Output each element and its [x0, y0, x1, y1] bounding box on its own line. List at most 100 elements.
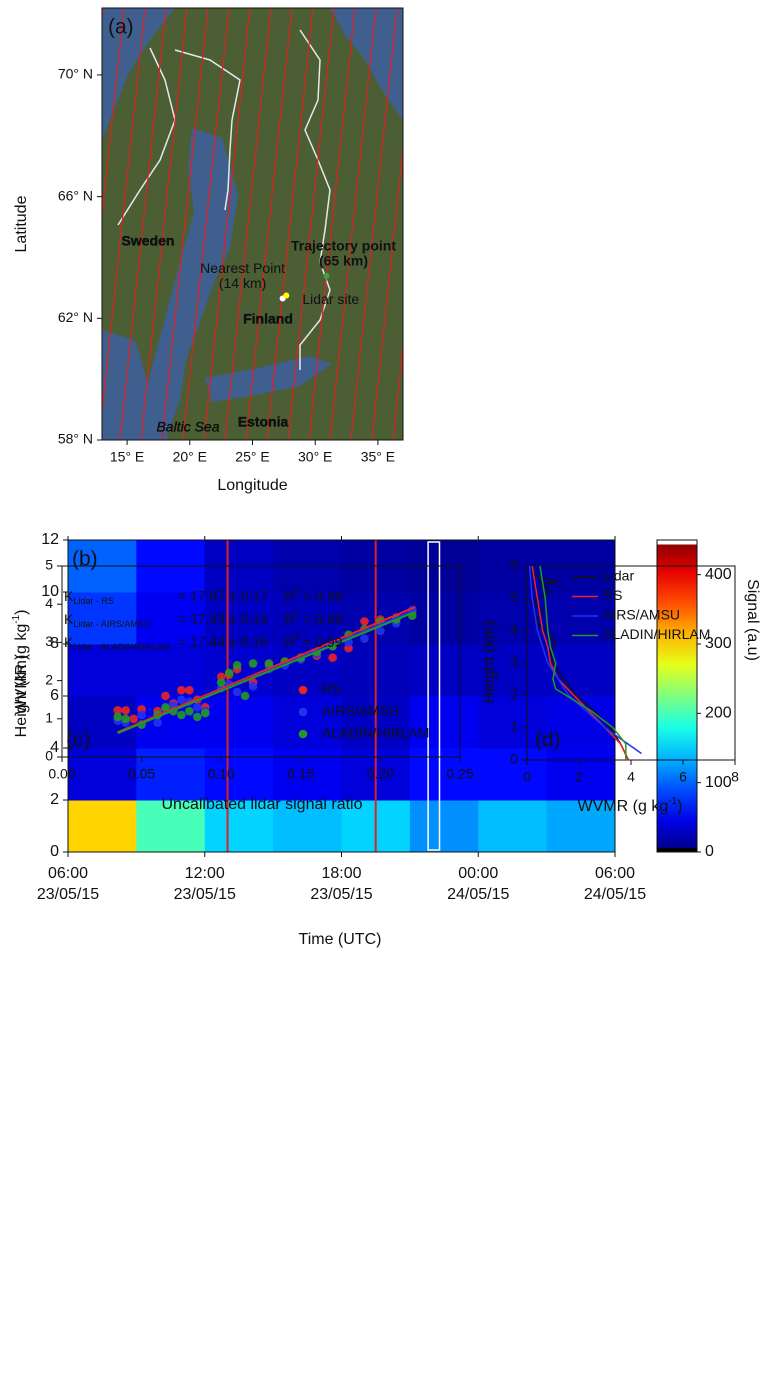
panel-label: (d): [535, 729, 561, 752]
heatmap-cell: [68, 592, 137, 645]
satellite-track: [224, 8, 272, 440]
fit-r-sup: 2: [294, 586, 299, 596]
satellite-track: [287, 8, 335, 440]
heatmap-cell: [136, 644, 206, 697]
scatter-point: [200, 708, 210, 718]
satellite-track: [140, 8, 188, 440]
place-label: Sweden: [122, 233, 175, 249]
site-label: Trajectory point: [291, 237, 396, 253]
scatter-point: [137, 710, 146, 720]
scatter-point: [177, 710, 186, 720]
x-tick-label: 20° E: [173, 449, 207, 465]
x-tick-label: 0.20: [367, 766, 394, 782]
scatter-point: [185, 706, 194, 716]
satellite-track: [308, 8, 356, 440]
satellite-track: [203, 8, 251, 440]
place-label: Baltic Sea: [156, 419, 219, 435]
x-tick-label: 30° E: [298, 449, 332, 465]
scatter-point: [216, 678, 226, 687]
y-axis-label: Height (km): [13, 655, 30, 738]
highlight-box: [427, 541, 441, 851]
scatter-point: [360, 617, 369, 626]
colorbar-tick-label: 100: [705, 774, 732, 791]
scatter-point: [193, 703, 202, 712]
satellite-track: [182, 8, 230, 440]
scatter-point: [153, 718, 162, 727]
x-axis-label: Uncalibated lidar signal ratio: [162, 796, 363, 813]
heatmap-cell: [478, 644, 548, 697]
colorbar-tick-label: 300: [705, 635, 732, 652]
x-tick-date: 23/05/15: [310, 886, 372, 903]
scatter-point: [248, 682, 258, 691]
profile-line: [539, 565, 627, 760]
heatmap-cell: [478, 800, 548, 853]
satellite-track: [161, 8, 209, 440]
colorbar-bottom: [657, 848, 697, 852]
fit-r2-value: = 0.99: [303, 634, 343, 650]
site-point: [323, 272, 330, 279]
plot-frame: [61, 565, 461, 758]
scatter-point: [113, 712, 123, 722]
scatter-point: [177, 685, 186, 695]
satellite-track: [371, 143, 403, 440]
scatter-point: [232, 661, 242, 670]
site-label: Lidar site: [302, 291, 359, 307]
site-point: [283, 292, 290, 299]
legend-label: AIRS/AMSU: [322, 703, 399, 719]
fit-k-value: = 17.43 ± 0.13: [178, 611, 268, 627]
heatmap-cell: [409, 696, 479, 749]
axis-label: WVMR (g kg-1): [578, 796, 683, 815]
heatmap-cell: [204, 592, 274, 645]
x-tick-label: 15° E: [110, 449, 144, 465]
y-tick-label: 0: [50, 843, 59, 860]
legend-label: AIRS/AMSU: [603, 607, 680, 623]
x-tick-label: 06:00: [595, 865, 635, 882]
y-tick-label: 66° N: [58, 187, 93, 203]
sea: [128, 128, 238, 440]
heatmap-cell: [546, 800, 616, 853]
x-tick-label: 0.15: [287, 766, 314, 782]
axis-label-sup: -1: [11, 614, 22, 623]
site-label: (65 km): [319, 252, 368, 268]
x-tick-label: 18:00: [321, 865, 361, 882]
scatter-point: [193, 712, 202, 722]
scatter-point: [129, 714, 138, 724]
map-area: [102, 8, 403, 440]
fit-symbol: KLidar - AIRS/AMSU: [64, 611, 150, 630]
x-tick-label: 25° E: [235, 449, 269, 465]
axis-label-text: ): [13, 610, 30, 615]
fit-subscript: Lidar - ALADIN/HIRLAM: [73, 642, 170, 652]
border: [299, 29, 331, 370]
x-tick-label: 0: [523, 769, 531, 785]
y-tick-label: 58° N: [58, 431, 93, 447]
legend-marker: [298, 685, 308, 695]
site-label: (14 km): [219, 275, 266, 291]
satellite-track: [245, 8, 293, 440]
y-tick-label: 4: [50, 739, 59, 756]
heatmap-cell: [273, 592, 342, 645]
x-axis-label: Longitude: [217, 477, 287, 494]
legend-label: ALADIN/HIRLAM: [322, 725, 429, 741]
x-axis-label: Time (UTC): [299, 931, 382, 948]
legend-label: Lidar: [603, 568, 634, 584]
scatter-point: [248, 659, 258, 668]
colorbar: [656, 539, 698, 853]
fit-r-symbol: R: [284, 611, 294, 627]
satellite-track: [266, 8, 314, 440]
y-tick-label: 2: [510, 686, 518, 702]
y-tick-label: 3: [45, 633, 53, 649]
fit-subscript: Lidar - AIRS/AMSU: [73, 619, 150, 629]
heatmap-cell: [68, 748, 137, 801]
fit-subscript: Lidar - RS: [73, 596, 114, 606]
fit-symbol-k: K: [64, 588, 74, 604]
y-tick-label: 70° N: [58, 66, 93, 82]
fit-r-symbol: R: [284, 634, 294, 650]
axis-label: WVMR (g kg-1): [11, 610, 30, 715]
scatter-point: [232, 687, 242, 697]
panel-label: (b): [72, 548, 98, 571]
y-tick-label: 3: [510, 654, 518, 670]
profile-line: [528, 565, 642, 755]
x-tick-label: 2: [575, 769, 583, 785]
heatmap-cell: [136, 800, 206, 853]
